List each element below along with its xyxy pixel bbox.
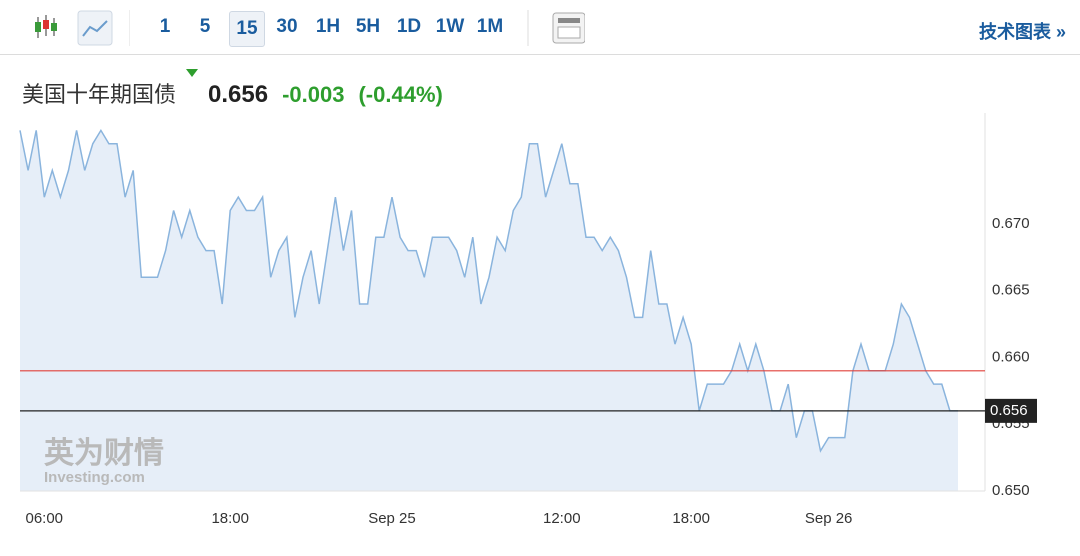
flag-icon	[186, 69, 199, 77]
price: 0.656	[208, 81, 269, 108]
interval-button[interactable]: 5	[199, 16, 211, 37]
x-tick-label: 06:00	[25, 510, 63, 527]
x-tick-label: 18:00	[211, 510, 249, 527]
chart-type-icons	[35, 10, 130, 46]
quote-header: 美国十年期国债 0.656 -0.003 (-0.44%)	[22, 69, 457, 109]
area	[20, 130, 958, 491]
interval-button[interactable]: 5H	[355, 16, 381, 37]
last-price-label: 0.656	[990, 402, 1028, 419]
watermark: Investing.com	[44, 469, 145, 486]
instrument-name: 美国十年期国债	[22, 82, 177, 107]
y-tick-label: 0.650	[992, 482, 1030, 499]
change-percent: (-0.44%)	[358, 82, 443, 107]
change: -0.003	[282, 82, 345, 107]
watermark: 英为财情	[44, 437, 164, 470]
x-tick-label: Sep 26	[805, 510, 853, 527]
interval-button[interactable]: 1W	[435, 16, 465, 37]
calendar-icon	[527, 10, 585, 46]
interval-button[interactable]: 1	[159, 16, 171, 37]
y-tick-label: 0.655	[992, 415, 1030, 432]
interval-button[interactable]: 1H	[315, 16, 341, 37]
toolbar: 1 5 15 30 1H 5H 1D 1W 1M 技术图表 »	[0, 0, 1080, 55]
technical-chart-link[interactable]: 技术图表 »	[978, 22, 1066, 42]
line	[19, 128, 958, 453]
interval-button[interactable]: 1D	[396, 16, 422, 37]
x-tick-label: 12:00	[543, 510, 581, 527]
y-tick-label: 0.660	[992, 348, 1030, 365]
interval-button[interactable]: 15	[229, 11, 265, 47]
x-tick-label: Sep 25	[368, 510, 416, 527]
y-tick-label: 0.670	[992, 215, 1030, 232]
x-tick-label: 18:00	[672, 510, 710, 527]
last-price-box	[985, 398, 1037, 423]
y-tick-label: 0.665	[992, 282, 1030, 299]
interval-button[interactable]: 1M	[476, 16, 504, 37]
interval-button[interactable]: 30	[276, 16, 298, 37]
